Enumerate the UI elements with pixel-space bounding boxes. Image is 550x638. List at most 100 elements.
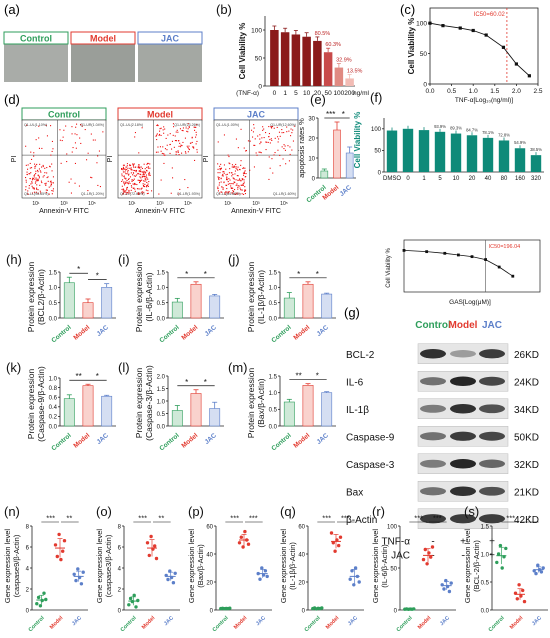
d-event-dot — [195, 134, 197, 136]
d-event-dot — [266, 141, 268, 143]
d-event-dot — [35, 170, 37, 172]
d-event-dot — [156, 133, 158, 135]
d-event-dot — [235, 184, 237, 186]
d-event-dot — [145, 179, 147, 181]
d-event-dot — [226, 188, 228, 190]
d-event-dot — [283, 148, 285, 150]
d-event-dot — [139, 180, 141, 182]
d-event-dot — [235, 166, 237, 168]
d-event-dot — [292, 129, 294, 131]
b-x-tick-label: 5 — [294, 90, 298, 97]
panel-letter-i: (i) — [118, 252, 130, 267]
d-event-dot — [252, 131, 254, 133]
d-event-dot — [190, 142, 192, 144]
c-x-tick-label: 2.0 — [512, 88, 521, 95]
d-event-dot — [137, 192, 139, 194]
d-event-dot — [132, 179, 134, 181]
d-event-dot — [33, 155, 35, 157]
d-event-dot — [232, 174, 234, 176]
n-point — [61, 549, 65, 553]
o-sig-label-2: ** — [158, 514, 164, 523]
n-y-tick-label: 4 — [26, 566, 30, 572]
f-data-label: 54.9% — [514, 140, 526, 145]
d-x-tick-label: 10¹ — [224, 201, 232, 207]
d-event-dot — [222, 175, 224, 177]
d-x-axis-label: Annexin-V FITC — [39, 208, 89, 215]
q-y-axis-label: Gene expression level — [279, 529, 288, 604]
d-event-dot — [288, 160, 290, 162]
d-event-dot — [145, 176, 147, 178]
d-event-dot — [223, 171, 225, 173]
g-band — [420, 432, 446, 441]
d-event-dot — [147, 185, 149, 187]
b-bar — [313, 40, 322, 86]
d-event-dot — [229, 168, 231, 170]
d-event-dot — [290, 135, 292, 137]
d-event-dot — [284, 145, 286, 147]
d-event-dot — [146, 166, 148, 168]
panel-c-chart: 0 50 100 0.0 0.5 1.0 1.5 2.0 2.5 Cell Viability %… — [407, 7, 543, 104]
d-event-dot — [147, 192, 149, 194]
i-y-tick-label: 1.5 — [157, 270, 166, 276]
d-event-dot — [146, 177, 148, 179]
h-y-tick-label: 0.0 — [49, 316, 58, 322]
d-event-dot — [188, 126, 190, 128]
g-group-label: Model — [449, 320, 478, 331]
d-event-dot — [29, 167, 31, 169]
q-point — [353, 566, 358, 570]
d-event-dot — [159, 128, 161, 130]
d-event-dot — [276, 126, 278, 128]
d-event-dot — [239, 187, 241, 189]
d-event-dot — [49, 166, 51, 168]
c-y-tick-label: 100 — [416, 21, 427, 28]
d-event-dot — [142, 193, 144, 195]
d-event-dot — [121, 168, 123, 170]
d-event-dot — [133, 166, 135, 168]
d-event-dot — [270, 138, 272, 140]
d-event-dot — [126, 182, 128, 184]
k-y-tick-label: 1.0 — [49, 376, 58, 382]
s-point — [534, 571, 538, 576]
d-event-dot — [97, 155, 99, 157]
d-event-dot — [223, 181, 225, 183]
f-bar — [466, 135, 478, 172]
g-treatment-sign: + — [460, 537, 466, 548]
d-event-dot — [32, 177, 34, 179]
d-event-dot — [261, 137, 263, 139]
d-event-dot — [184, 137, 186, 139]
d-event-dot — [33, 191, 35, 193]
micrograph-label-model: Model — [90, 34, 116, 44]
d-event-dot — [256, 154, 258, 156]
n-y-tick-label: 6 — [26, 545, 30, 551]
d-event-dot — [177, 151, 179, 153]
j-sig-label-2: * — [316, 270, 319, 279]
i-y-tick-label: 0.0 — [157, 316, 166, 322]
d-event-dot — [175, 151, 177, 153]
d-event-dot — [142, 173, 144, 175]
d-event-dot — [235, 167, 237, 169]
d-event-dot — [262, 129, 264, 131]
e-y-tick-label: 10 — [308, 156, 315, 162]
b-x-tick-label: 20 — [314, 90, 322, 97]
q-point — [331, 541, 335, 545]
i-x-tick-label: JAC — [203, 324, 218, 338]
n-point — [38, 604, 43, 608]
d-event-dot — [260, 141, 262, 143]
e-y-axis-label: apoptosis rates % — [297, 118, 306, 178]
p-point — [260, 566, 264, 570]
d-event-dot — [127, 182, 129, 184]
d-event-dot — [75, 147, 77, 149]
d-event-dot — [122, 192, 124, 194]
d-event-dot — [158, 193, 160, 195]
d-event-dot — [166, 144, 168, 146]
l-y-tick-label: 1.0 — [157, 399, 166, 405]
d-event-dot — [134, 132, 136, 134]
g-kd-label: 24KD — [514, 377, 539, 388]
d-event-dot — [72, 147, 74, 149]
d-event-dot — [143, 176, 145, 178]
f-bar — [530, 155, 542, 172]
r-y-tick-label: 50 — [390, 566, 397, 572]
d-quadrant-ul: Q1-UL(1.10%) — [24, 123, 47, 127]
d-event-dot — [243, 171, 245, 173]
d-event-dot — [155, 151, 157, 153]
